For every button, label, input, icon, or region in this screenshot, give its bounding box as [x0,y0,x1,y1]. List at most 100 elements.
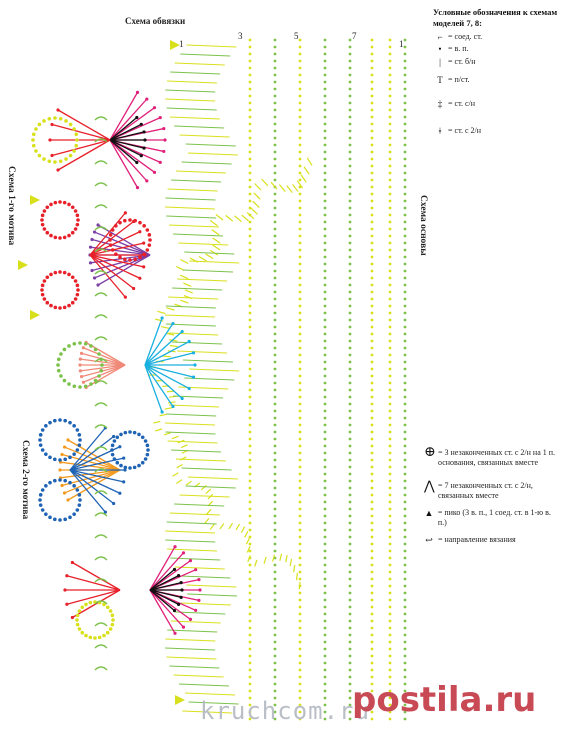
chain-dot [198,588,202,592]
chain-dot [135,90,140,94]
chain-dot [176,574,181,578]
chain-dot [323,150,327,154]
chain-dot [388,374,392,378]
chain-dot [53,457,57,462]
motif1-title: Схема 1-го мотива [6,166,16,246]
chain-dot [388,668,392,672]
chain-dot [187,339,191,344]
chain-dot [248,332,252,336]
chain-dot [248,626,252,630]
chain-dot [72,452,76,456]
chain-dot [370,528,374,532]
chain-dot [115,435,120,440]
chain-dot [348,507,352,511]
chain-dot [75,488,80,492]
stitch-mark [187,593,238,597]
chain-dot [75,222,80,227]
chain-dot [388,311,392,315]
chain-dot [403,535,407,539]
chain-dot [68,122,73,127]
chain-dot [388,409,392,413]
chain-dot [62,378,67,383]
chain-dot [323,619,327,623]
chain-dot [370,591,374,595]
stitch-mark [212,237,221,244]
chain-dot [388,206,392,210]
chain-dot [403,395,407,399]
chain-dot [388,234,392,238]
chain-dot [147,243,152,247]
chain-dot [63,588,67,592]
chain-dot [348,612,352,616]
chain-dot [323,535,327,539]
chain-dot [248,633,252,637]
chain-dot [403,619,407,623]
chain-dot [53,418,57,423]
stitch-mark [179,134,230,138]
chain-dot [248,577,252,581]
chain-dot [88,245,93,249]
chain-dot [48,455,52,460]
chain-dot [58,418,62,422]
stitch-mark [163,432,172,436]
chain-dot [323,500,327,504]
chain-dot [273,710,277,714]
chain-dot [348,241,352,245]
chain-dot [323,430,327,434]
chain-dot [108,238,112,242]
chain-dot [298,52,302,56]
chain-dot [273,423,277,427]
stitch-mark [212,244,221,251]
chain-arc [94,314,108,319]
chain-dot [323,304,327,308]
chain-dot [145,228,150,232]
chain-dot [138,255,142,260]
chain-dot [53,478,57,483]
chain-dot [298,164,302,168]
chain-dot [248,570,252,574]
single-crochet-icon: | [439,57,441,67]
stitch-mark [149,589,182,599]
chain-dot [388,353,392,357]
chain-dot [138,230,142,234]
stitch-mark [166,656,217,660]
chain-dot [298,206,302,210]
chain-dot [403,360,407,364]
chain-dot [348,423,352,427]
chain-dot [180,588,184,592]
chain-dot [348,640,352,644]
chain-dot [323,437,327,441]
chain-dot [370,654,374,658]
stitch-mark [149,568,175,591]
chain-dot [323,556,327,560]
chain-dot [388,129,392,133]
chain-dot [77,493,82,497]
stitch-mark [89,254,135,289]
chain-dot [370,675,374,679]
chain-dot [348,304,352,308]
stitch-mark [173,674,224,678]
chain-dot [68,153,73,158]
stitch-mark [215,214,224,221]
chain-dot [298,717,302,721]
chain-dot [403,73,407,77]
chain-dot [139,122,143,126]
chain-dot [388,619,392,623]
chain-dot [370,633,374,637]
chain-dot [323,633,327,637]
chain-dot [403,346,407,350]
chain-dot [38,443,43,447]
chain-dot [370,493,374,497]
chain-dot [348,73,352,77]
chain-arc [94,182,108,187]
stitch-mark [69,469,124,483]
chain-dot [348,647,352,651]
chain-dot [298,101,302,105]
chain-dot [273,682,277,686]
chain-dot [84,633,88,638]
chain-dot [298,360,302,364]
chain-dot [119,463,123,468]
chain-dot [388,248,392,252]
chain-dot [403,262,407,266]
chain-dot [273,472,277,476]
